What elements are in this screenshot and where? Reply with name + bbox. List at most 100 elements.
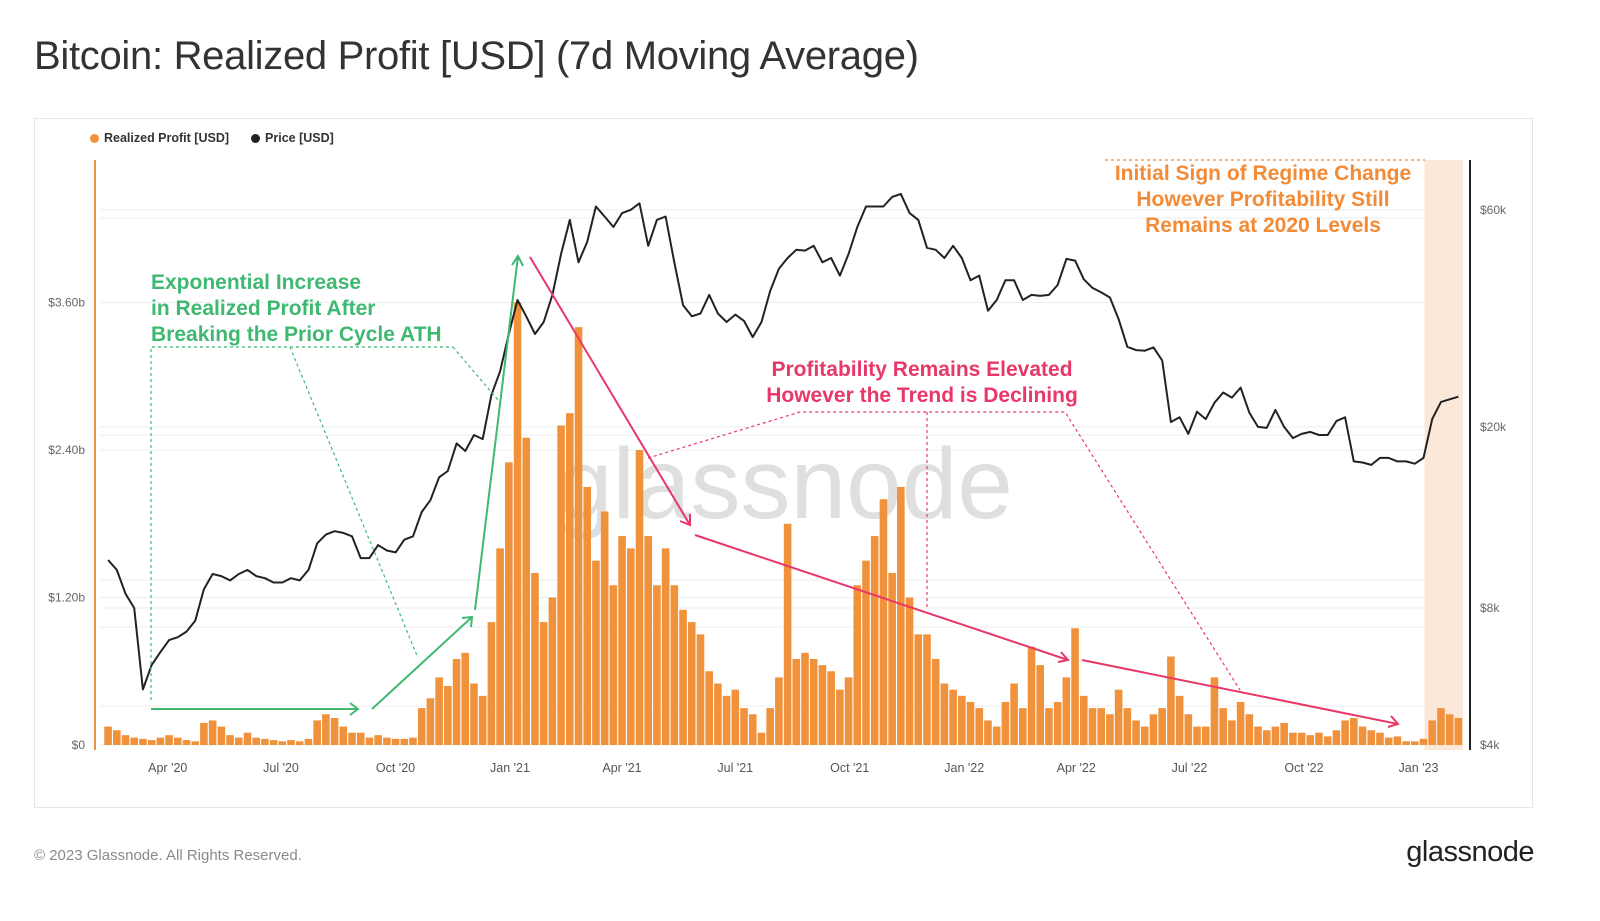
realized-profit-bar: [888, 572, 896, 745]
realized-profit-bar: [1123, 708, 1132, 745]
legend-item-realized-profit[interactable]: Realized Profit [USD]: [90, 131, 229, 145]
realized-profit-bar: [679, 609, 687, 745]
annotation-pink: Profitability Remains Elevated However t…: [742, 357, 1102, 409]
realized-profit-bar: [626, 548, 635, 745]
realized-profit-bar: [1262, 730, 1271, 745]
realized-profit-bar: [670, 585, 679, 745]
realized-profit-bar: [287, 740, 295, 745]
annotation-line: However the Trend is Declining: [766, 384, 1078, 407]
realized-profit-bar: [269, 740, 278, 745]
realized-profit-bar: [130, 737, 139, 745]
realized-profit-bar: [1445, 714, 1454, 745]
x-axis-tick-label: Jan '21: [490, 761, 530, 775]
realized-profit-bar: [1210, 677, 1219, 745]
realized-profit-bar: [444, 686, 452, 745]
realized-profit-bar: [1201, 726, 1210, 745]
realized-profit-bar: [592, 560, 600, 745]
realized-profit-bar: [809, 658, 818, 745]
realized-profit-bar: [487, 622, 496, 745]
left-axis-ticks: $0 $1.20b $2.40b $3.60b: [48, 296, 85, 752]
realized-profit-bar: [775, 677, 783, 745]
highlight-region: [1424, 160, 1463, 750]
realized-profit-bar: [992, 726, 1001, 745]
pink-annotation-lines: [529, 256, 1400, 728]
legend-label: Realized Profit [USD]: [104, 131, 230, 145]
realized-profit-bar: [234, 737, 243, 745]
realized-profit-bar: [1010, 683, 1018, 745]
realized-profit-bar: [1376, 732, 1384, 745]
realized-profit-bar: [365, 737, 374, 745]
realized-profit-bar: [1219, 708, 1227, 745]
realized-profit-bar: [1106, 714, 1114, 745]
realized-profit-bar: [1132, 720, 1140, 745]
realized-profit-bar: [783, 523, 792, 745]
price-line: [107, 192, 1459, 691]
realized-profit-bar: [557, 425, 565, 745]
realized-profit-bar: [496, 548, 504, 745]
realized-profit-bar: [1175, 695, 1184, 745]
realized-profit-bars: [104, 302, 1463, 745]
realized-profit-bar: [226, 735, 234, 745]
realized-profit-bar: [295, 741, 304, 745]
realized-profit-bar: [1411, 741, 1419, 745]
chart-frame: [34, 118, 1533, 808]
realized-profit-bar: [217, 726, 226, 745]
realized-profit-bar: [653, 585, 661, 745]
realized-profit-bar: [278, 741, 287, 745]
realized-profit-bar: [548, 597, 557, 745]
realized-profit-bar: [1341, 720, 1349, 745]
realized-profit-bar: [243, 732, 252, 745]
realized-profit-bar: [1384, 737, 1393, 745]
right-axis-ticks: $4k $8k $20k $60k: [1480, 203, 1507, 752]
realized-profit-bar: [1236, 701, 1245, 745]
realized-profit-bar: [862, 560, 870, 745]
page-title: Bitcoin: Realized Profit [USD] (7d Movin…: [34, 34, 919, 78]
legend-item-price[interactable]: Price [USD]: [251, 131, 334, 145]
realized-profit-bar: [1228, 720, 1236, 745]
realized-profit-bar: [618, 536, 626, 745]
realized-profit-bar: [1140, 726, 1149, 745]
right-axis-tick-label: $4k: [1480, 738, 1500, 752]
realized-profit-bar: [383, 737, 391, 745]
x-axis-tick-label: Jul '20: [263, 761, 299, 775]
realized-profit-bar: [949, 689, 957, 745]
realized-profit-bar: [452, 658, 461, 745]
orange-dot-icon: [90, 133, 99, 143]
realized-profit-bar: [313, 720, 321, 745]
realized-profit-bar: [1114, 689, 1123, 745]
realized-profit-bar: [696, 634, 705, 745]
annotation-line: in Realized Profit After: [151, 297, 376, 320]
realized-profit-bar: [1158, 708, 1166, 745]
realized-profit-bar: [478, 695, 487, 745]
realized-profit-bar: [940, 683, 949, 745]
realized-profit-bar: [1045, 708, 1053, 745]
realized-profit-bar: [836, 689, 844, 745]
realized-profit-bar: [801, 652, 809, 745]
realized-profit-bar: [609, 585, 618, 745]
glassnode-logo[interactable]: glassnode: [1406, 836, 1534, 868]
realized-profit-bar: [958, 695, 966, 745]
realized-profit-bar: [147, 740, 156, 745]
annotation-line: Breaking the Prior Cycle ATH: [151, 323, 442, 346]
realized-profit-bar: [1271, 726, 1280, 745]
green-annotation-lines: [150, 254, 524, 716]
realized-profit-bar: [1280, 722, 1288, 745]
realized-profit-bar: [600, 511, 609, 745]
realized-profit-bar: [766, 708, 774, 745]
realized-profit-bar: [505, 462, 513, 745]
realized-profit-bar: [1402, 741, 1410, 745]
realized-profit-bar: [200, 722, 208, 745]
realized-profit-bar: [173, 737, 182, 745]
realized-profit-bar: [435, 677, 443, 745]
realized-profit-bar: [687, 622, 696, 745]
realized-profit-bar: [1332, 730, 1341, 745]
realized-profit-bar: [522, 437, 531, 745]
realized-profit-bar: [661, 548, 670, 745]
annotation-green: Exponential Increase in Realized Profit …: [151, 270, 442, 348]
left-axis-tick-label: $2.40b: [48, 443, 85, 457]
realized-profit-bar: [905, 597, 914, 745]
realized-profit-bar: [252, 737, 260, 745]
right-axis-tick-label: $8k: [1480, 601, 1500, 615]
realized-profit-bar: [304, 738, 313, 745]
